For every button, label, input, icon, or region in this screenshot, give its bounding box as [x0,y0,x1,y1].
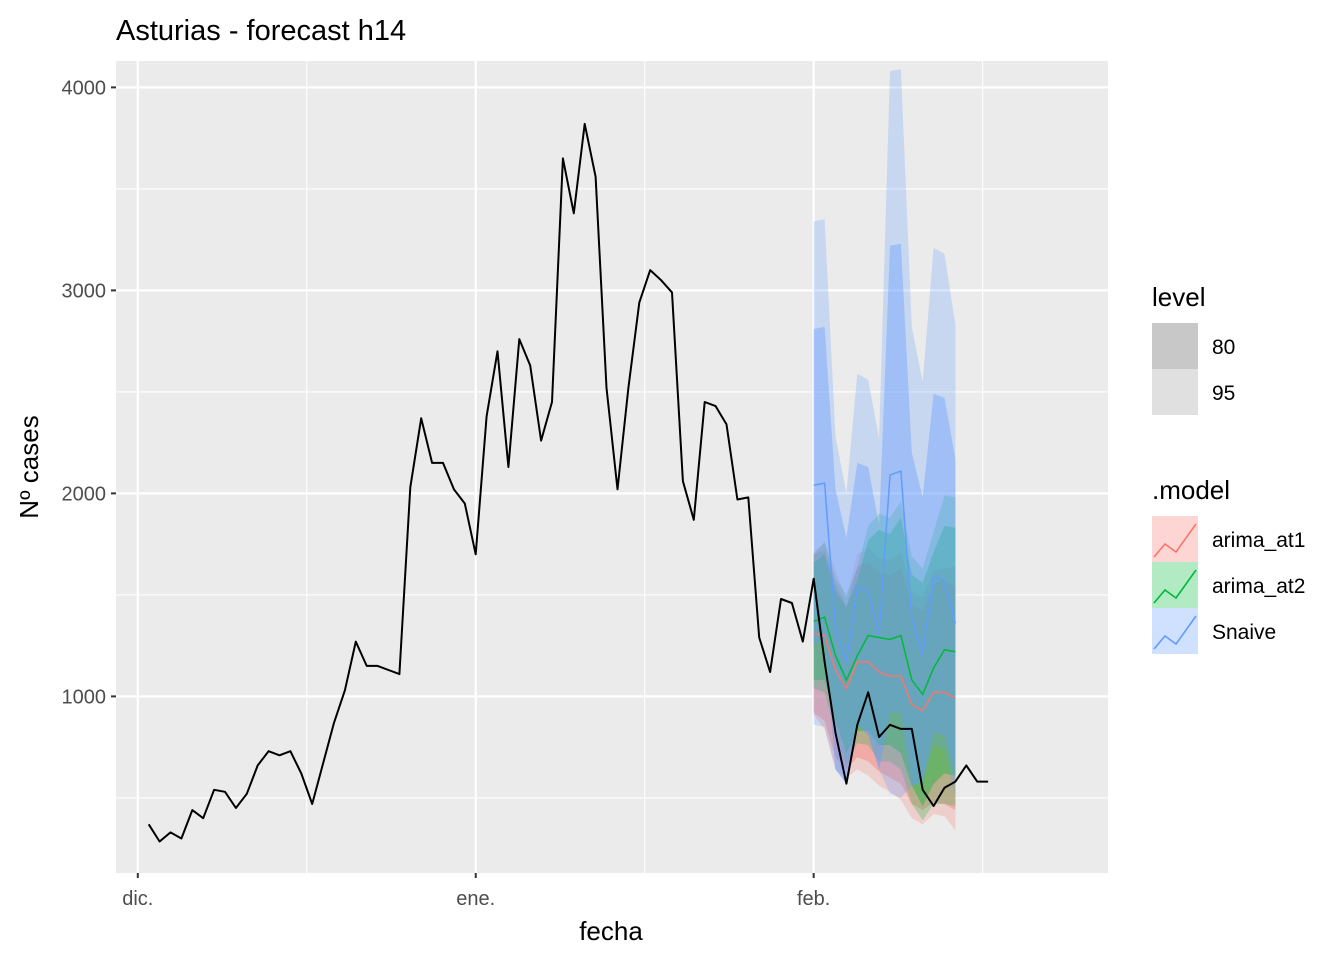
legend-model-line-arima_at1 [1153,523,1197,558]
band-95-arima_at1 [813,542,956,831]
y-tick-label: 3000 [62,280,107,302]
forecast-means [813,470,957,712]
legend-model-line-arima_at2 [1153,569,1197,604]
x-tick-label: feb. [797,888,830,910]
y-tick-label: 1000 [62,686,107,708]
x-tick-label: dic. [122,888,153,910]
mean-line-arima_at2 [813,616,956,696]
x-axis-label: fecha [579,916,643,946]
legend-model: .model arima_at1 arima_at2 Snaive [1152,475,1305,654]
legend-model-title: .model [1152,475,1230,505]
mean-line-arima_at1 [813,632,956,712]
legend-level: level 80 95 [1152,282,1235,415]
legend-model-label: arima_at1 [1212,529,1305,552]
band-80-Snaive [813,243,956,786]
mean-line-Snaive [813,470,957,663]
band-80-arima_at1 [813,550,956,811]
y-tick-label: 4000 [62,77,107,99]
x-axis: dic. ene. feb. [122,873,830,910]
grid-minor [116,61,1108,873]
legend-model-key-arima_at2 [1152,562,1198,608]
y-axis-label: Nº cases [14,415,44,518]
legend-level-title: level [1152,282,1205,312]
legend-model-key-arima_at1 [1152,516,1198,562]
legend-level-key-80 [1152,323,1198,369]
observed-line [147,122,989,843]
observed-series [147,122,989,843]
chart-title: Asturias - forecast h14 [116,15,406,47]
legend-model-label: arima_at2 [1212,575,1305,598]
y-tick-label: 2000 [62,483,107,505]
grid-major [116,61,1108,873]
legend-model-label: Snaive [1212,621,1276,644]
x-tick-label: ene. [456,888,495,910]
legend-level-label: 80 [1212,336,1235,359]
plot-panel [116,61,1108,873]
legend-model-key-Snaive [1152,608,1198,654]
band-80-arima_at2 [813,517,956,806]
band-95-Snaive [813,69,956,798]
legend-level-label: 95 [1212,382,1235,405]
legend-model-line-Snaive [1153,615,1197,650]
forecast-intervals [813,69,956,831]
legend-level-key-95 [1152,369,1198,415]
band-95-arima_at2 [813,495,956,821]
y-axis: 1000 2000 3000 4000 [62,77,116,708]
